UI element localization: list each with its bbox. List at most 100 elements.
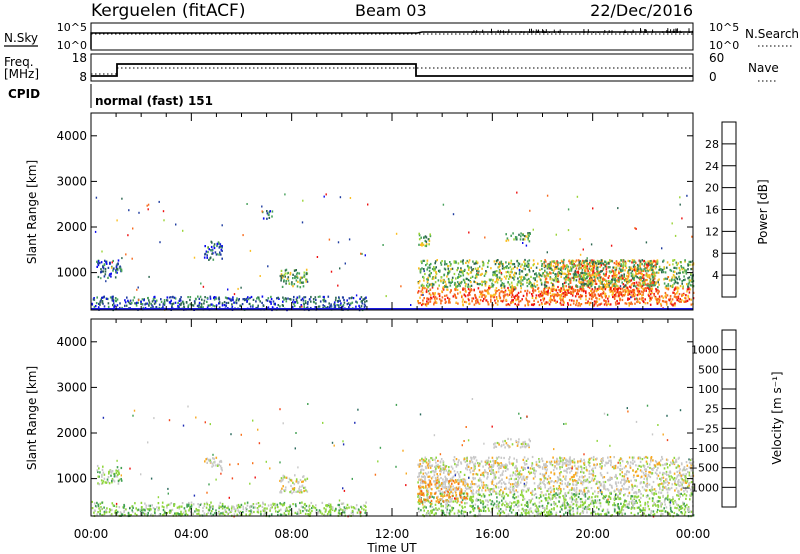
range-gate-cell xyxy=(569,262,571,265)
range-gate-cell xyxy=(643,280,646,283)
range-gate-cell xyxy=(670,279,673,282)
range-gate-cell xyxy=(495,490,497,494)
range-gate-cell xyxy=(141,298,144,301)
range-gate-cell xyxy=(637,291,640,294)
range-gate-cell xyxy=(553,297,555,300)
range-gate-cell xyxy=(433,480,435,483)
range-gate-cell xyxy=(425,473,428,476)
range-gate-cell xyxy=(548,267,550,270)
range-gate-cell xyxy=(505,233,507,236)
range-gate-cell xyxy=(199,295,202,298)
range-gate-cell xyxy=(611,260,614,263)
range-gate-cell xyxy=(522,242,524,244)
range-gate-cell xyxy=(494,293,496,296)
range-gate-cell xyxy=(101,296,104,299)
range-gate-cell xyxy=(466,464,468,467)
range-gate-cell xyxy=(620,292,623,295)
range-gate-cell xyxy=(594,280,597,283)
range-gate-cell xyxy=(595,458,597,461)
range-gate-cell xyxy=(558,460,560,463)
range-gate-cell xyxy=(423,297,425,300)
range-gate-cell xyxy=(655,260,657,263)
range-gate-cell xyxy=(460,267,462,270)
noise-right-label: N.Search xyxy=(745,27,799,41)
range-gate-cell xyxy=(327,295,330,298)
range-gate-cell xyxy=(575,279,578,282)
range-gate-cell xyxy=(575,284,578,287)
range-gate-cell xyxy=(553,466,556,469)
range-gate-cell xyxy=(562,285,564,288)
range-gate-cell xyxy=(683,490,685,493)
range-gate-cell xyxy=(177,304,179,308)
range-gate-cell xyxy=(235,299,238,302)
range-gate-cell xyxy=(512,483,514,486)
range-gate-cell xyxy=(490,472,492,475)
range-gate-cell xyxy=(517,298,520,301)
range-gate-cell xyxy=(514,265,516,268)
range-gate-cell xyxy=(681,463,683,466)
range-gate-cell xyxy=(432,292,434,295)
range-gate-cell xyxy=(669,302,672,305)
range-gate-cell xyxy=(613,456,615,459)
range-gate-cell xyxy=(552,488,555,491)
range-gate-cell xyxy=(593,289,596,292)
range-gate-cell xyxy=(551,260,553,263)
range-gate-cell xyxy=(655,287,657,291)
range-gate-cell xyxy=(507,271,510,274)
range-gate-cell xyxy=(661,268,664,271)
range-gate-cell xyxy=(488,494,491,497)
range-gate-cell xyxy=(486,290,489,293)
range-gate-cell xyxy=(564,295,566,298)
range-gate-cell xyxy=(579,303,581,306)
range-gate-cell xyxy=(646,263,648,266)
range-gate-cell xyxy=(691,267,693,270)
range-gate-cell xyxy=(637,287,640,290)
range-gate-cell xyxy=(591,265,593,268)
range-gate-cell xyxy=(661,473,664,476)
range-gate-cell xyxy=(567,303,569,306)
range-gate-cell xyxy=(438,284,440,287)
range-gate-cell xyxy=(425,290,428,293)
range-gate-cell xyxy=(494,301,497,305)
range-gate-cell xyxy=(95,302,98,305)
range-gate-cell xyxy=(471,482,474,486)
range-gate-cell xyxy=(472,504,474,507)
range-gate-cell xyxy=(421,286,424,289)
range-gate-cell xyxy=(259,275,261,277)
range-gate-cell xyxy=(540,491,543,494)
range-gate-cell xyxy=(340,302,342,305)
range-gate-cell xyxy=(433,297,436,300)
range-gate-cell xyxy=(656,477,659,480)
range-gate-cell xyxy=(647,293,650,296)
range-gate-cell xyxy=(93,297,95,300)
range-gate-cell xyxy=(116,219,118,222)
range-gate-cell xyxy=(93,298,96,301)
range-gate-cell xyxy=(525,490,528,493)
range-gate-cell xyxy=(211,252,213,255)
range-gate-cell xyxy=(99,301,101,304)
range-gate-cell xyxy=(591,283,594,286)
range-gate-cell xyxy=(315,302,317,305)
range-gate-cell xyxy=(474,294,476,297)
range-gate-cell xyxy=(526,260,529,263)
range-gate-cell xyxy=(454,283,457,286)
range-gate-cell xyxy=(489,294,492,297)
range-gate-cell xyxy=(462,478,464,481)
range-gate-cell xyxy=(442,281,444,284)
range-gate-cell xyxy=(569,459,571,462)
range-gate-cell xyxy=(544,464,546,467)
range-gate-cell xyxy=(227,301,230,304)
range-gate-cell xyxy=(516,260,518,263)
range-gate-cell xyxy=(643,512,646,515)
range-gate-cell xyxy=(295,279,298,282)
range-gate-cell xyxy=(336,304,338,307)
range-gate-cell xyxy=(360,305,363,308)
range-gate-cell xyxy=(617,466,619,469)
range-gate-cell xyxy=(589,294,592,297)
range-gate-cell xyxy=(501,290,503,293)
range-gate-cell xyxy=(607,297,609,300)
range-gate-cell xyxy=(286,277,289,280)
range-gate-cell xyxy=(462,480,465,483)
range-gate-cell xyxy=(592,260,594,263)
range-gate-cell xyxy=(495,471,498,474)
